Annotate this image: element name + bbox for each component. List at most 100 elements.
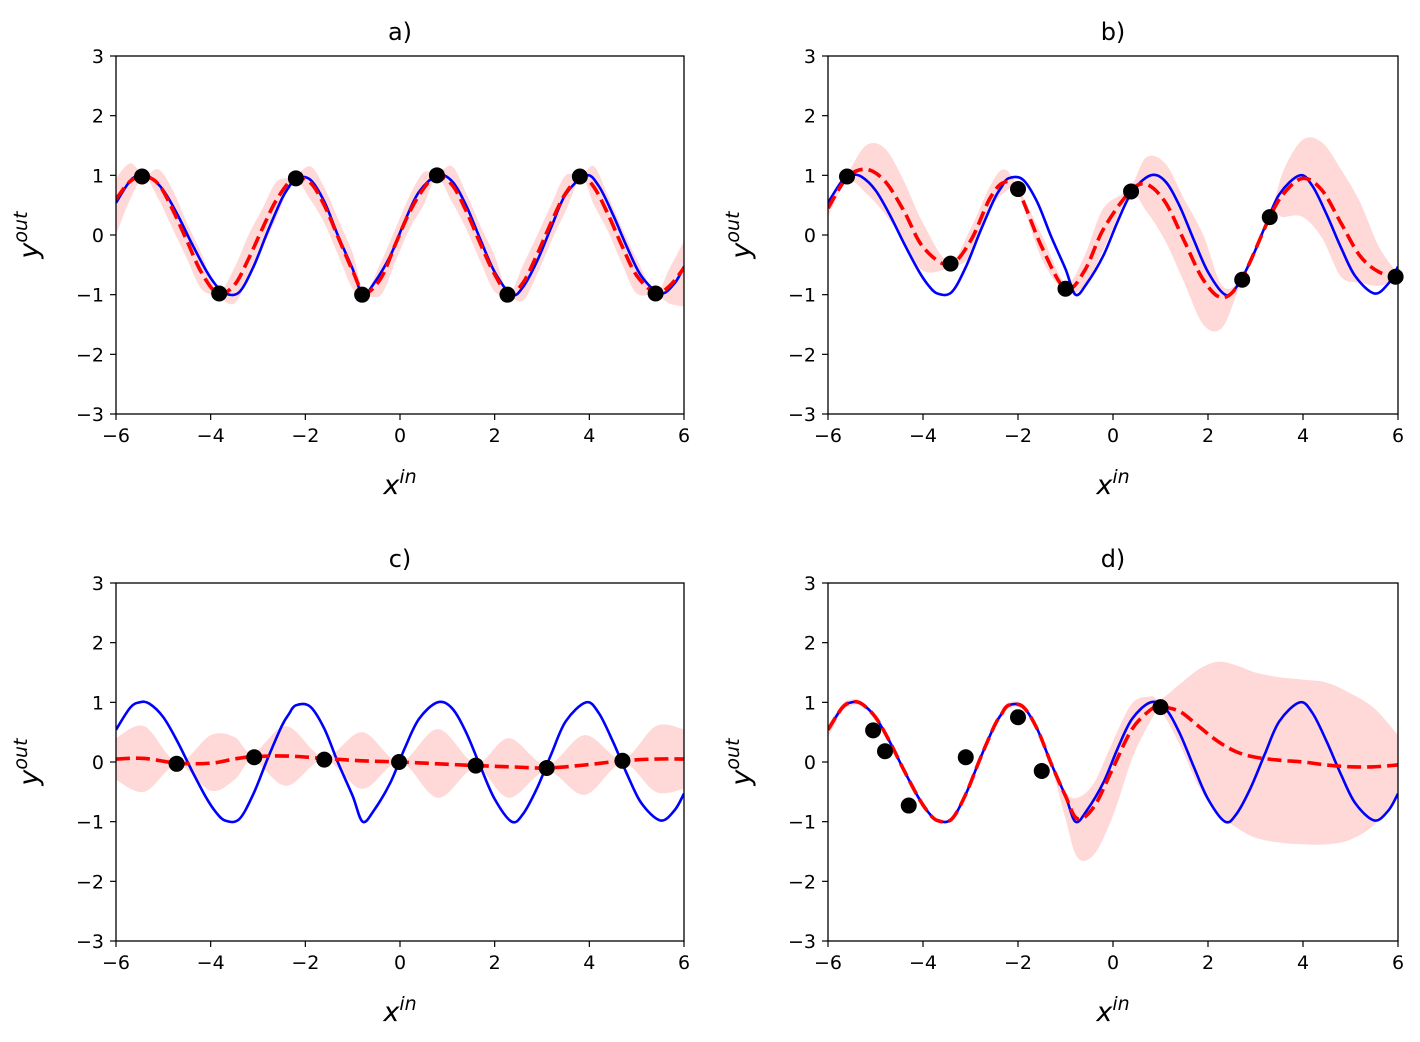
sample-point <box>391 754 408 770</box>
x-tick-label: 2 <box>489 952 501 974</box>
x-axis-label: xin <box>1095 466 1129 501</box>
y-tick-label: 0 <box>92 225 104 247</box>
y-axis-label: yout <box>722 737 757 787</box>
x-tick-label: −2 <box>291 952 319 974</box>
sample-point <box>1010 181 1026 198</box>
x-tick-label: −4 <box>197 425 225 447</box>
x-tick-label: −6 <box>814 425 842 447</box>
sample-point <box>1033 762 1050 779</box>
y-tick-label: 2 <box>92 633 104 655</box>
x-tick-label: −2 <box>291 425 319 447</box>
x-tick-label: 2 <box>489 425 501 447</box>
true-function-line <box>116 700 684 824</box>
x-tick-label: 6 <box>1392 952 1404 974</box>
y-tick-label: 2 <box>92 106 104 128</box>
panel-title: a) <box>388 18 412 46</box>
sample-point <box>354 286 371 303</box>
sample-point <box>942 255 959 272</box>
y-tick-label: 2 <box>804 633 816 655</box>
plot-area <box>828 137 1398 332</box>
x-tick-label: −4 <box>197 952 225 974</box>
sample-point <box>1123 183 1140 200</box>
y-axis-label: yout <box>722 210 757 260</box>
y-tick-label: 3 <box>92 46 104 68</box>
y-tick-label: −2 <box>76 871 104 893</box>
sample-point <box>1057 280 1074 297</box>
sample-point <box>647 285 664 302</box>
x-axis-label: xin <box>382 466 416 501</box>
sample-point <box>499 286 516 303</box>
y-tick-label: 1 <box>804 165 816 187</box>
x-tick-label: 0 <box>394 425 406 447</box>
panel-c: −6 −4 −2 0 2 4 6 −3 −2 −1 0 1 2 3 c) xin yout <box>10 545 690 1028</box>
sample-point <box>1010 709 1026 726</box>
sample-point <box>316 751 333 768</box>
sample-point <box>1387 268 1404 285</box>
y-tick-label: −1 <box>76 812 104 834</box>
sample-point <box>1261 209 1278 226</box>
true-function-line <box>828 700 1398 824</box>
sample-point <box>467 757 484 774</box>
sample-point <box>246 749 263 766</box>
y-tick-label: 3 <box>804 573 816 595</box>
panel-title: c) <box>389 545 412 573</box>
plot-area <box>116 163 684 307</box>
sample-point <box>865 722 882 739</box>
x-axis-label: xin <box>382 993 416 1028</box>
panel-title: d) <box>1101 545 1126 573</box>
x-tick-label: 6 <box>678 952 690 974</box>
sample-point <box>571 168 588 185</box>
y-tick-label: 3 <box>92 573 104 595</box>
y-tick-label: −2 <box>788 344 816 366</box>
sample-point <box>839 168 855 185</box>
sample-point <box>428 167 445 184</box>
x-tick-label: −6 <box>102 952 130 974</box>
y-tick-label: 1 <box>92 692 104 714</box>
y-tick-label: 3 <box>804 46 816 68</box>
x-tick-label: 4 <box>583 425 595 447</box>
panel-a: −6 −4 −2 0 2 4 6 −3 −2 −1 0 1 2 3 a) xin yout <box>10 18 690 501</box>
sample-point <box>1234 271 1251 288</box>
x-tick-label: 4 <box>1297 952 1309 974</box>
y-axis-label: yout <box>10 737 45 787</box>
predicted-mean-line <box>116 754 684 770</box>
panel-b: −6 −4 −2 0 2 4 6 −3 −2 −1 0 1 2 3 b) xin yout <box>722 18 1404 501</box>
sample-point <box>957 749 974 766</box>
sample-point <box>1152 699 1169 716</box>
y-tick-label: 1 <box>92 165 104 187</box>
y-tick-label: −2 <box>76 344 104 366</box>
y-tick-label: −3 <box>76 404 104 426</box>
predicted-mean-line <box>116 174 684 297</box>
x-tick-label: 2 <box>1202 952 1214 974</box>
predicted-mean-line <box>828 699 1398 824</box>
sample-point <box>614 752 631 769</box>
sample-point <box>211 285 228 302</box>
y-axis-label: yout <box>10 210 45 260</box>
x-tick-label: 0 <box>1107 952 1119 974</box>
x-tick-label: 6 <box>678 425 690 447</box>
plot-area <box>828 661 1398 861</box>
x-axis-label: xin <box>1095 993 1129 1028</box>
y-tick-label: 1 <box>804 692 816 714</box>
x-tick-label: 6 <box>1392 425 1404 447</box>
panel-d: −6 −4 −2 0 2 4 6 −3 −2 −1 0 1 2 3 d) xin yout <box>722 545 1404 1028</box>
x-tick-label: −4 <box>909 952 937 974</box>
confidence-band <box>828 137 1398 332</box>
x-tick-label: −2 <box>1004 425 1032 447</box>
true-function-line <box>828 173 1398 297</box>
y-tick-label: 0 <box>92 752 104 774</box>
y-tick-label: 0 <box>804 225 816 247</box>
x-tick-label: −6 <box>102 425 130 447</box>
x-tick-label: −4 <box>909 425 937 447</box>
x-tick-label: 0 <box>1107 425 1119 447</box>
panel-title: b) <box>1101 18 1126 46</box>
x-tick-label: 4 <box>583 952 595 974</box>
x-tick-label: 4 <box>1297 425 1309 447</box>
plot-area <box>116 700 684 824</box>
y-tick-label: −1 <box>76 285 104 307</box>
x-tick-label: 0 <box>394 952 406 974</box>
y-tick-label: −1 <box>788 812 816 834</box>
sample-point <box>877 743 893 760</box>
sample-point <box>538 759 555 776</box>
